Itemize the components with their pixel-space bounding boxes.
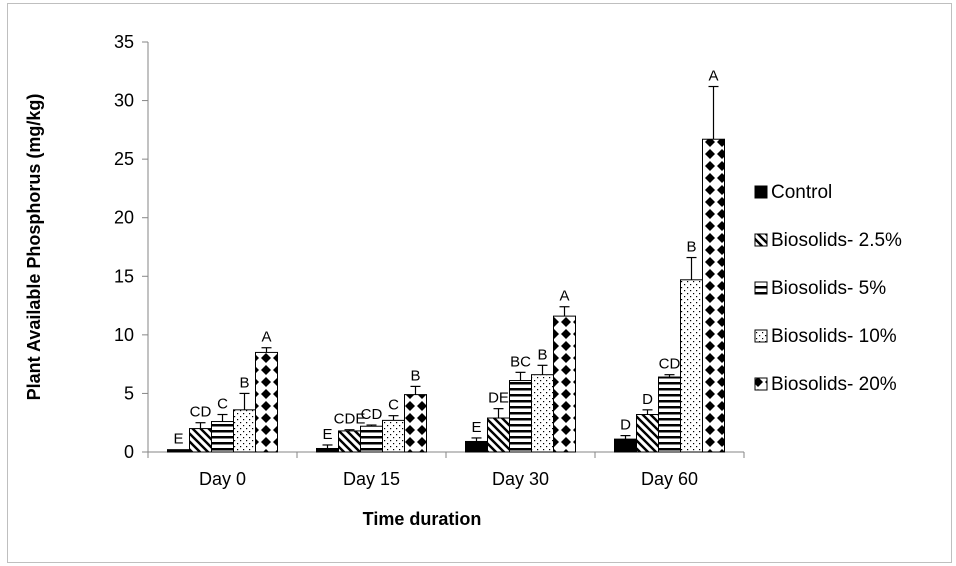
y-tick-label: 30: [114, 91, 134, 111]
bar: [316, 447, 339, 453]
y-tick-label: 25: [114, 149, 134, 169]
x-tick-label: Day 0: [199, 469, 246, 489]
legend-swatch: [754, 233, 768, 247]
significance-letter: A: [708, 68, 718, 85]
x-tick-label: Day 30: [492, 469, 549, 489]
bar-chart: 0 5 10 15 20 25 30 35 Day 0 Day 15 Day 30 Day 60 E…: [24, 32, 902, 529]
bar: [702, 138, 725, 453]
y-tick-label: 0: [124, 442, 134, 462]
bar: [509, 380, 532, 453]
legend-label: Biosolids- 10%: [771, 326, 897, 347]
legend-swatch: [754, 185, 768, 199]
significance-letter: A: [559, 288, 569, 305]
bar: [233, 409, 256, 453]
significance-letter: CD: [659, 356, 681, 373]
legend: Control Biosolids- 2.5% Biosolids- 5% Bioso…: [754, 182, 902, 395]
y-tick-label: 5: [124, 383, 134, 403]
bar: [465, 440, 488, 453]
bar: [360, 425, 383, 453]
bar: [382, 419, 405, 453]
significance-letter: A: [261, 329, 271, 346]
legend-swatch: [754, 281, 768, 295]
bar: [211, 421, 234, 453]
bar: [680, 279, 703, 453]
bar: [614, 438, 637, 453]
significance-letter: C: [388, 397, 399, 414]
bar: [658, 376, 681, 453]
significance-letter: CD: [190, 404, 212, 421]
significance-letter: B: [410, 367, 420, 384]
x-tick-label: Day 15: [343, 469, 400, 489]
significance-letter: B: [537, 346, 547, 363]
bar: [255, 351, 278, 453]
bar: [189, 428, 212, 453]
significance-letter: CD: [361, 406, 383, 423]
chart-frame: 0 5 10 15 20 25 30 35 Day 0 Day 15 Day 30 Day 60 E…: [7, 3, 952, 563]
y-tick-label: 20: [114, 208, 134, 228]
y-axis: 0 5 10 15 20 25 30 35: [114, 32, 149, 462]
bar: [404, 394, 427, 453]
significance-letter: D: [642, 391, 653, 408]
significance-letter: E: [471, 419, 481, 436]
significance-letter: E: [322, 426, 332, 443]
legend-label: Biosolids- 2.5%: [771, 230, 902, 251]
legend-label: Control: [771, 182, 832, 203]
bar: [338, 430, 361, 453]
y-tick-label: 35: [114, 32, 134, 52]
y-tick-label: 15: [114, 266, 134, 286]
bar: [553, 315, 576, 453]
legend-label: Biosolids- 5%: [771, 278, 886, 299]
significance-letter: C: [217, 396, 228, 413]
significance-letter: B: [239, 374, 249, 391]
x-axis: Day 0 Day 15 Day 30 Day 60: [147, 451, 745, 489]
legend-swatch: [754, 377, 768, 391]
y-axis-title: Plant Available Phosphorus (mg/kg): [24, 94, 44, 401]
legend-swatch: [754, 329, 768, 343]
significance-letter: D: [620, 417, 631, 434]
significance-letter: E: [173, 431, 183, 448]
significance-letter: B: [686, 239, 696, 256]
significance-letter: CDE: [334, 411, 366, 428]
bar: [167, 449, 190, 453]
significance-letter: DE: [488, 390, 509, 407]
x-tick-label: Day 60: [641, 469, 698, 489]
significance-letter: BC: [510, 353, 531, 370]
y-tick-label: 10: [114, 325, 134, 345]
x-axis-title: Time duration: [363, 509, 482, 529]
bar: [487, 417, 510, 453]
legend-label: Biosolids- 20%: [771, 374, 897, 395]
bar: [636, 414, 659, 453]
bar: [531, 374, 554, 453]
